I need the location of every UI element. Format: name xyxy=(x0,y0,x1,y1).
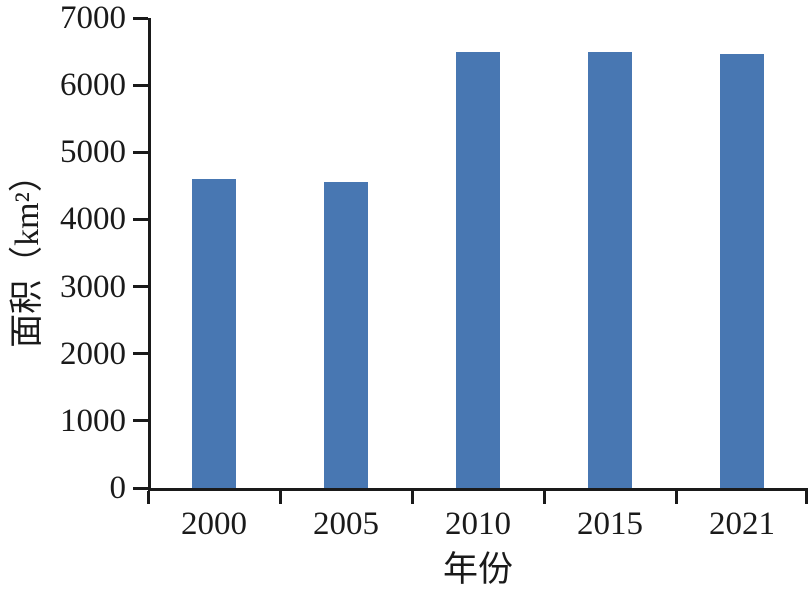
y-axis-tick-label: 5000 xyxy=(60,134,126,171)
x-axis-tick-label: 2000 xyxy=(181,506,247,542)
x-axis-line xyxy=(148,488,808,491)
y-axis-tick-label: 1000 xyxy=(60,402,126,439)
x-axis-tick xyxy=(278,491,282,504)
y-axis-tick-label: 4000 xyxy=(60,201,126,238)
x-axis-tick xyxy=(410,491,414,504)
y-axis-tick-label: 6000 xyxy=(60,67,126,104)
y-axis-tick xyxy=(133,486,148,490)
x-axis-tick-label: 2010 xyxy=(445,506,511,542)
plot-area: 0 1000 2000 3000 4000 5000 6000 7000 2000 2005 201… xyxy=(60,0,808,542)
y-axis-tick xyxy=(133,150,148,154)
y-axis-tick xyxy=(133,217,148,221)
x-axis-tick xyxy=(805,491,808,504)
y-axis-tick xyxy=(133,352,148,356)
bar-2015 xyxy=(588,52,632,488)
y-axis-title: 面积（km²） xyxy=(9,158,46,348)
y-axis-tick-label: 0 xyxy=(109,470,127,506)
bar-2005 xyxy=(324,181,368,488)
x-axis-tick-label: 2021 xyxy=(709,506,775,542)
y-axis-tick xyxy=(133,83,148,87)
y-axis-tick-label: 2000 xyxy=(60,335,126,372)
bar-2010 xyxy=(456,51,500,488)
x-axis-tick xyxy=(542,491,546,504)
x-axis-tick xyxy=(146,491,150,504)
y-axis-line xyxy=(148,18,151,488)
x-axis-tick-label: 2005 xyxy=(313,506,379,542)
y-axis-tick xyxy=(133,16,148,20)
y-axis-tick-label: 7000 xyxy=(60,0,126,36)
y-axis-tick xyxy=(133,285,148,289)
x-axis-tick xyxy=(674,491,678,504)
y-axis-tick xyxy=(133,419,148,423)
bar-2021 xyxy=(720,53,764,488)
x-axis-title: 年份 xyxy=(442,550,513,589)
y-axis-tick-label: 3000 xyxy=(60,268,126,305)
bar-2000 xyxy=(192,179,236,488)
x-axis-tick-label: 2015 xyxy=(577,506,643,542)
